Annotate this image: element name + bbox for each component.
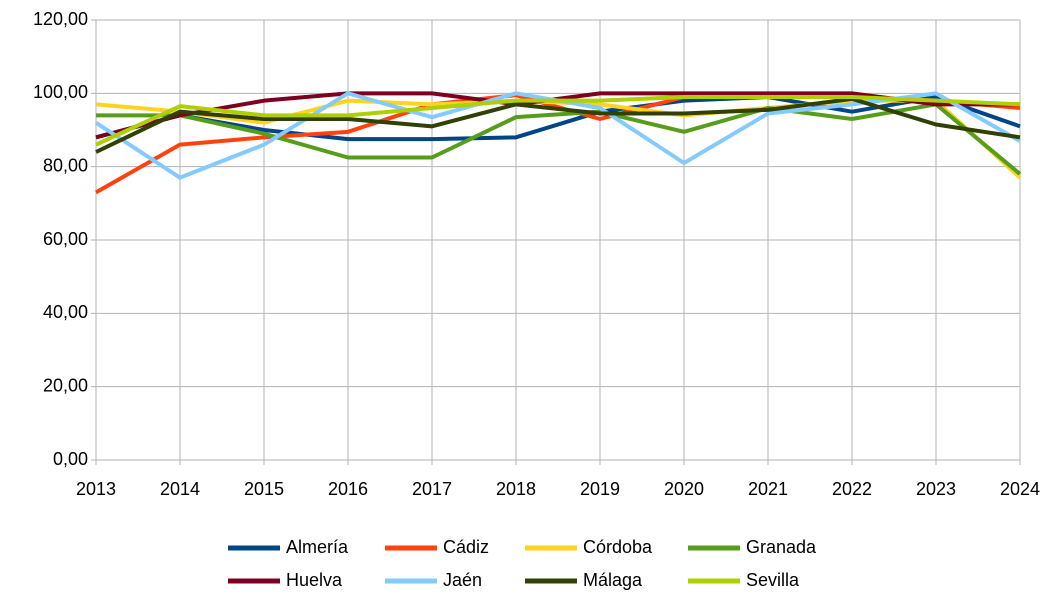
x-tick-label: 2018: [496, 479, 536, 499]
x-tick-label: 2013: [76, 479, 116, 499]
y-tick-label: 120,00: [33, 9, 88, 29]
series-line: [95, 95, 1021, 147]
x-tick-label: 2021: [748, 479, 788, 499]
y-tick-label: 0,00: [53, 449, 88, 469]
legend-label: Málaga: [583, 570, 643, 590]
x-tick-label: 2015: [244, 479, 284, 499]
legend-label: Córdoba: [583, 537, 653, 557]
legend-label: Sevilla: [746, 570, 800, 590]
legend-label: Granada: [746, 537, 817, 557]
x-tick-label: 2016: [328, 479, 368, 499]
x-tick-label: 2022: [832, 479, 872, 499]
series-line: [96, 102, 1022, 176]
x-tick-label: 2019: [580, 479, 620, 499]
x-tick-label: 2014: [160, 479, 200, 499]
y-tick-label: 100,00: [33, 82, 88, 102]
series-line: [95, 96, 1021, 154]
x-tick-label: 2024: [1000, 479, 1040, 499]
x-tick-label: 2017: [412, 479, 452, 499]
legend-label: Almería: [286, 537, 349, 557]
legend-label: Huelva: [286, 570, 343, 590]
series-line: [95, 95, 1021, 142]
legend-label: Cádiz: [443, 537, 489, 557]
y-tick-label: 80,00: [43, 155, 88, 175]
x-tick-label: 2023: [916, 479, 956, 499]
x-tick-label: 2020: [664, 479, 704, 499]
legend-label: Jaén: [443, 570, 482, 590]
y-tick-label: 60,00: [43, 229, 88, 249]
y-tick-label: 20,00: [43, 375, 88, 395]
y-tick-label: 40,00: [43, 302, 88, 322]
